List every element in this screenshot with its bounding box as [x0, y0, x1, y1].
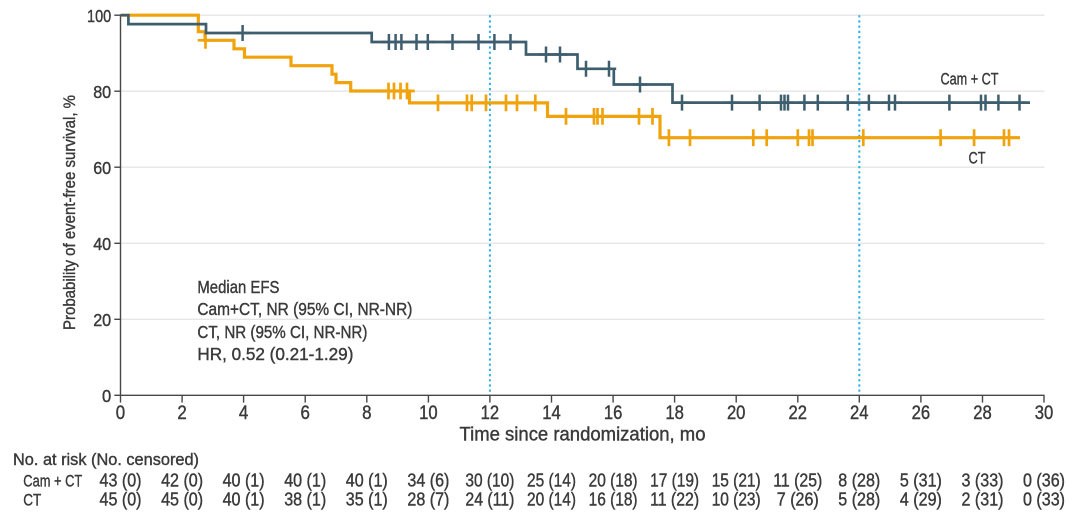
svg-text:CT, NR (95% CI, NR-NR): CT, NR (95% CI, NR-NR): [197, 322, 367, 342]
svg-text:40 (1): 40 (1): [223, 490, 265, 510]
svg-text:100: 100: [87, 6, 111, 26]
svg-text:2 (31): 2 (31): [962, 490, 1004, 510]
svg-text:Cam + CT: Cam + CT: [23, 472, 82, 491]
svg-text:No. at risk (No. censored): No. at risk (No. censored): [13, 450, 199, 469]
svg-text:CT: CT: [969, 149, 986, 168]
svg-text:0: 0: [102, 386, 111, 406]
svg-text:22: 22: [789, 403, 808, 424]
svg-text:Time since randomization, mo: Time since randomization, mo: [460, 424, 706, 445]
svg-text:28 (7): 28 (7): [407, 490, 449, 510]
svg-text:40 (1): 40 (1): [346, 471, 388, 491]
svg-text:4 (29): 4 (29): [900, 490, 942, 510]
svg-text:17 (19): 17 (19): [650, 471, 699, 491]
svg-text:Probability of event-free surv: Probability of event-free survival, %: [60, 95, 79, 330]
svg-text:CT: CT: [23, 491, 41, 510]
svg-text:HR, 0.52 (0.21-1.29): HR, 0.52 (0.21-1.29): [197, 344, 353, 364]
svg-text:4: 4: [239, 403, 249, 424]
svg-text:16: 16: [604, 403, 623, 424]
svg-text:35 (1): 35 (1): [346, 490, 388, 510]
svg-text:40: 40: [93, 234, 111, 254]
svg-text:2: 2: [177, 403, 186, 424]
svg-text:10: 10: [419, 403, 438, 424]
svg-text:25 (14): 25 (14): [527, 471, 576, 491]
svg-text:Cam + CT: Cam + CT: [941, 70, 999, 89]
svg-text:8 (28): 8 (28): [838, 471, 880, 491]
svg-text:15 (21): 15 (21): [712, 471, 761, 491]
svg-text:20 (18): 20 (18): [589, 471, 638, 491]
svg-text:14: 14: [542, 403, 561, 424]
svg-text:38 (1): 38 (1): [284, 490, 326, 510]
svg-text:43 (0): 43 (0): [100, 471, 142, 491]
svg-text:20 (14): 20 (14): [527, 490, 576, 510]
svg-text:3 (33): 3 (33): [962, 471, 1004, 491]
svg-text:8: 8: [362, 403, 371, 424]
svg-text:0: 0: [116, 403, 125, 424]
svg-text:30 (10): 30 (10): [465, 471, 514, 491]
svg-text:40 (1): 40 (1): [223, 471, 265, 491]
svg-text:20: 20: [93, 310, 111, 330]
svg-text:80: 80: [93, 82, 111, 102]
svg-text:45 (0): 45 (0): [161, 490, 203, 510]
svg-text:Median EFS: Median EFS: [197, 277, 279, 297]
svg-text:20: 20: [727, 403, 746, 424]
svg-text:5 (31): 5 (31): [900, 471, 942, 491]
svg-text:0 (33): 0 (33): [1023, 490, 1065, 510]
svg-text:Cam+CT, NR (95% CI, NR-NR): Cam+CT, NR (95% CI, NR-NR): [197, 299, 412, 319]
svg-text:11 (25): 11 (25): [773, 471, 822, 491]
svg-text:18: 18: [665, 403, 684, 424]
svg-text:7 (26): 7 (26): [777, 490, 819, 510]
svg-text:6: 6: [301, 403, 310, 424]
svg-text:24: 24: [850, 403, 869, 424]
svg-text:26: 26: [912, 403, 931, 424]
svg-text:28: 28: [973, 403, 992, 424]
svg-text:10 (23): 10 (23): [712, 490, 761, 510]
svg-text:12: 12: [481, 403, 500, 424]
svg-text:60: 60: [93, 158, 111, 178]
svg-text:34 (6): 34 (6): [407, 471, 449, 491]
svg-text:40 (1): 40 (1): [284, 471, 326, 491]
svg-text:11 (22): 11 (22): [650, 490, 699, 510]
svg-text:16 (18): 16 (18): [589, 490, 638, 510]
svg-text:42 (0): 42 (0): [161, 471, 203, 491]
svg-text:5 (28): 5 (28): [838, 490, 880, 510]
svg-text:24 (11): 24 (11): [465, 490, 514, 510]
svg-text:0 (36): 0 (36): [1023, 471, 1065, 491]
svg-text:45 (0): 45 (0): [100, 490, 142, 510]
svg-text:30: 30: [1035, 403, 1054, 424]
